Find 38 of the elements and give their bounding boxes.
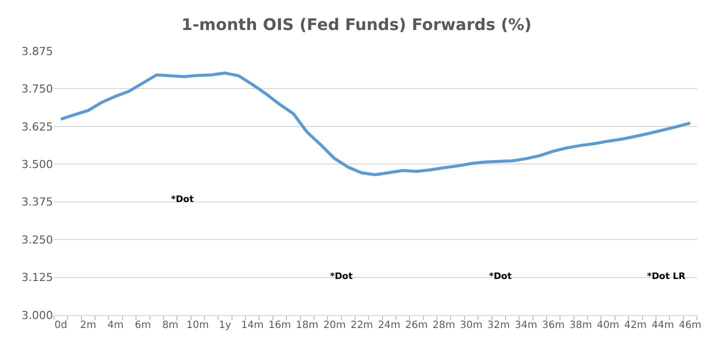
x-tick-label: 46m <box>678 320 702 331</box>
x-tick-label: 44m <box>652 320 674 331</box>
x-tick-label: 10m <box>186 320 209 331</box>
y-tick-label: 3.250 <box>22 233 53 246</box>
x-tick-label: 24m <box>378 320 400 331</box>
x-tick-label: 22m <box>350 320 374 331</box>
x-tick-label: 28m <box>432 320 456 331</box>
chart-title: 1-month OIS (Fed Funds) Forwards (%) <box>181 14 532 34</box>
x-tick-label: 4m <box>108 320 124 331</box>
x-tick-label: 30m <box>460 320 483 331</box>
x-tick-label: 14m <box>241 320 264 331</box>
x-tick-label: 32m <box>487 320 510 331</box>
x-tick-label: 2m <box>80 320 96 331</box>
x-tick-label: 34m <box>514 320 538 331</box>
x-tick-label: 1y <box>218 320 232 331</box>
x-tick-label: 36m <box>542 320 565 331</box>
x-tick-label: 40m <box>596 320 620 331</box>
annotation: *Dot <box>489 272 512 282</box>
annotation: *Dot <box>330 272 354 282</box>
x-tick-label: 26m <box>405 320 428 331</box>
x-tick-label: 16m <box>268 320 291 331</box>
x-tick-label: 8m <box>162 320 178 331</box>
y-tick-label: 3.000 <box>22 308 53 322</box>
x-tick-label: 38m <box>569 320 592 331</box>
x-tick-label: 42m <box>624 320 647 331</box>
x-tick-label: 20m <box>323 320 346 331</box>
x-tick-label: 6m <box>134 320 151 331</box>
annotation: *Dot LR <box>647 272 686 282</box>
annotation: *Dot <box>171 195 194 205</box>
x-tick-label: 18m <box>296 320 318 331</box>
y-tick-label: 3.375 <box>22 196 53 209</box>
line-series <box>59 72 692 176</box>
x-tick-label: 0d <box>54 320 68 331</box>
y-tick-label: 3.625 <box>22 120 53 134</box>
y-tick-label: 3.125 <box>22 271 53 284</box>
y-tick-label: 3.750 <box>22 82 53 96</box>
y-tick-label: 3.875 <box>22 44 53 58</box>
y-tick-label: 3.500 <box>22 158 53 171</box>
